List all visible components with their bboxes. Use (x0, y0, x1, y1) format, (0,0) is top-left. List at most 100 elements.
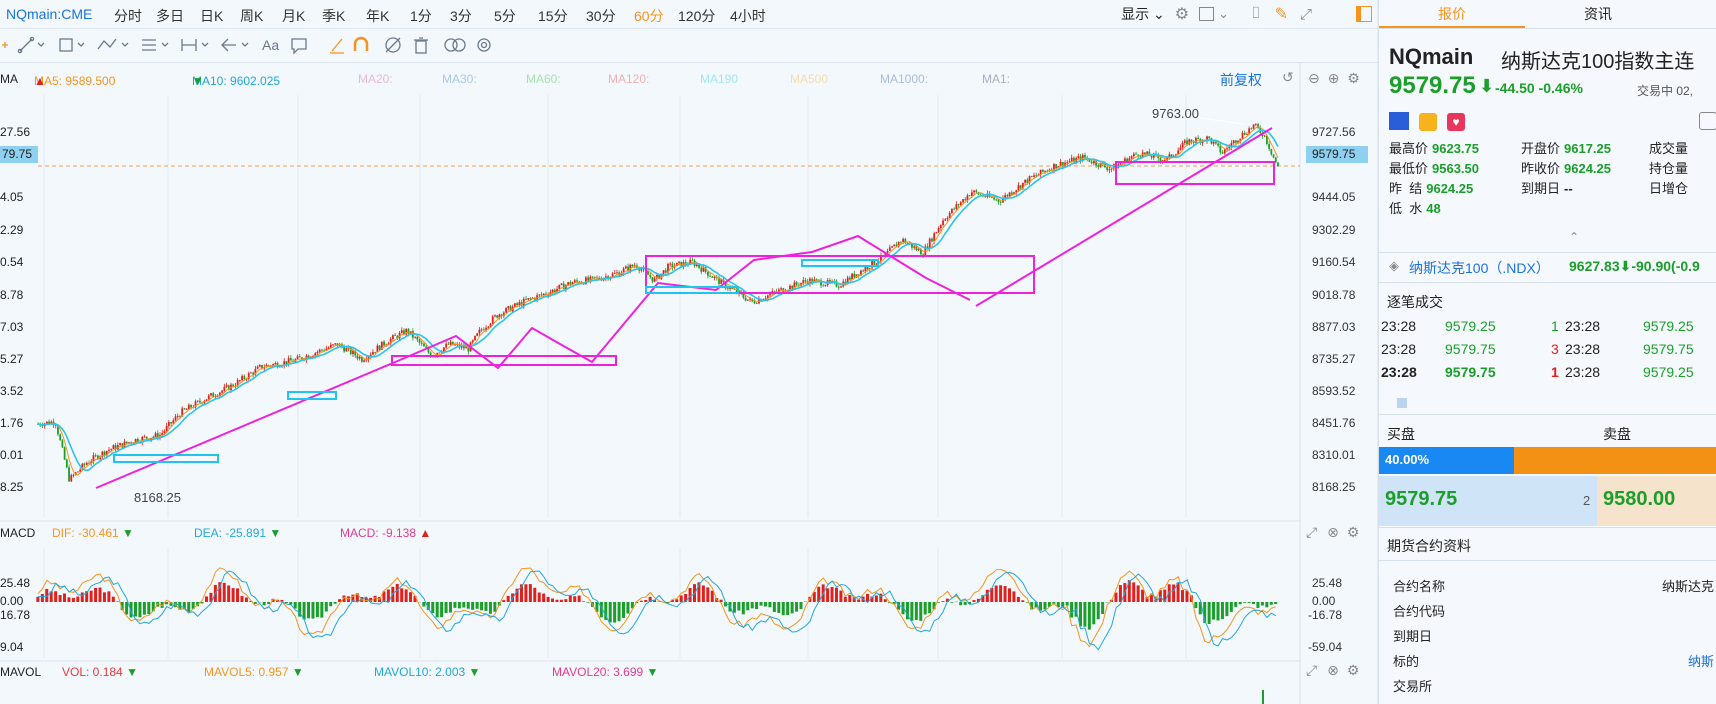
macd-bar (1203, 602, 1207, 623)
cursor-tool-icon[interactable] (2, 42, 8, 48)
axis-tick-label: 8735.27 (1312, 352, 1356, 366)
reset-icon[interactable]: ↺ (1282, 69, 1294, 85)
macd-bar (972, 600, 976, 602)
candle-body (258, 365, 261, 367)
chevron-down-icon[interactable]: ⌄ (1218, 6, 1229, 21)
period-tab[interactable]: 4小时 (730, 8, 766, 24)
period-tab[interactable]: 60分 (634, 8, 664, 24)
expand-icon[interactable]: ⤢ (1306, 524, 1318, 540)
macd-bar (732, 602, 736, 613)
tab-news[interactable]: 资讯 (1584, 6, 1612, 22)
symbol-label[interactable]: NQmain:CME (6, 6, 93, 22)
axis-tick-label: 8593.52 (1312, 384, 1356, 398)
macd-bar (750, 602, 754, 609)
pane-settings-icon[interactable]: ⚙ (1347, 70, 1360, 86)
magnet-icon[interactable] (353, 36, 369, 51)
layout-icon[interactable] (1199, 7, 1215, 21)
arrow-tool-icon[interactable] (221, 38, 249, 52)
settings-icon[interactable]: ⚙ (1174, 6, 1190, 23)
pencil-icon[interactable]: ✎ (1274, 6, 1288, 23)
candle-body (1081, 155, 1084, 161)
period-tab[interactable]: 季K (322, 8, 346, 24)
macd-bar (1243, 602, 1247, 603)
macd-bar (533, 587, 537, 602)
line-tool-icon[interactable] (17, 36, 45, 54)
macd-axis-tick-label: 0.00 (1312, 594, 1336, 608)
hide-icon[interactable] (385, 37, 401, 53)
period-tab[interactable]: 月K (282, 8, 306, 24)
candle-body (467, 346, 470, 352)
period-tab[interactable]: 分时 (114, 8, 142, 24)
brush-tool-icon[interactable] (330, 38, 344, 54)
adjust-dropdown[interactable]: 前复权 (1220, 72, 1262, 88)
candle-body (1241, 132, 1244, 139)
period-tab[interactable]: 年K (366, 8, 390, 24)
stat-key: 持仓量 (1649, 161, 1689, 176)
fullscreen-icon[interactable]: ⤢ (1299, 5, 1312, 23)
candle-body (489, 323, 492, 327)
consolidation-box (801, 259, 879, 267)
favorite-icon[interactable]: ♥ (1447, 113, 1465, 131)
alert-icon[interactable] (1699, 112, 1716, 130)
candle-body (698, 264, 700, 268)
candle-body (261, 365, 263, 369)
macd-bar (1012, 591, 1016, 602)
ma60-value: MA60: (526, 72, 561, 86)
close-pane-icon[interactable]: ⊗ (1327, 524, 1339, 540)
period-tab[interactable]: 15分 (538, 8, 568, 24)
candle-body (678, 261, 680, 263)
period-tab[interactable]: 多日 (156, 8, 184, 24)
candle-body (225, 385, 228, 387)
candle-body (753, 301, 756, 304)
vol-settings-icon[interactable]: ⚙ (1346, 662, 1360, 678)
macd-bar (546, 596, 550, 602)
channel-tool-icon[interactable] (142, 39, 169, 51)
period-tab[interactable]: 1分 (410, 8, 432, 24)
display-dropdown[interactable]: 显示 ⌄ (1121, 6, 1165, 22)
ask-box[interactable]: 9580.00 (1597, 476, 1716, 526)
wave-tool-icon[interactable] (97, 38, 129, 50)
candle-body (724, 282, 727, 289)
contract-value[interactable]: 纳斯 (1687, 654, 1714, 669)
candle-body (822, 285, 825, 287)
period-tab[interactable]: 周K (240, 8, 264, 24)
candle-body (658, 274, 661, 279)
period-tab[interactable]: 30分 (586, 8, 616, 24)
vol-close-icon[interactable]: ⊗ (1327, 662, 1339, 678)
period-tab[interactable]: 日K (200, 8, 224, 24)
candle-body (964, 199, 967, 201)
index-link[interactable]: 纳斯达克100（.NDX） (1409, 260, 1550, 276)
plus-icon[interactable]: ⊕ (1327, 70, 1340, 86)
candle-body (482, 329, 485, 331)
consolidation-box (113, 454, 219, 463)
candle-body (438, 352, 441, 354)
macd-bar (400, 588, 404, 602)
comment-tool-icon[interactable] (291, 38, 307, 55)
macd-bar (111, 596, 115, 602)
period-tab[interactable]: 120分 (678, 8, 716, 24)
vol-expand-icon[interactable]: ⤢ (1306, 662, 1318, 678)
candle-body (1206, 136, 1208, 142)
trash-icon[interactable] (414, 37, 428, 54)
gear-icon[interactable] (477, 38, 491, 52)
tab-quote[interactable]: 报价 (1379, 0, 1525, 28)
period-tab[interactable]: 3分 (450, 8, 472, 24)
candle-body (285, 361, 288, 365)
macd-bar (493, 602, 497, 612)
sidebar-toggle-icon[interactable] (1356, 6, 1372, 22)
candle-body (425, 346, 428, 349)
bid-box[interactable]: 9579.75 2 (1379, 476, 1597, 526)
camera-icon[interactable]: ⌷ (1250, 5, 1261, 22)
measure-tool-icon[interactable] (181, 39, 209, 51)
trade-volume: 3 (1551, 341, 1559, 357)
text-tool-icon[interactable]: Aa (262, 37, 279, 53)
rect-tool-icon[interactable] (59, 38, 85, 52)
link-icon[interactable] (444, 38, 466, 52)
minus-icon[interactable]: ⊖ (1308, 70, 1320, 86)
collapse-icon[interactable]: ⌃ (1569, 230, 1580, 244)
price-chart[interactable] (0, 0, 1378, 704)
period-tab[interactable]: 5分 (494, 8, 516, 24)
macd-settings-icon[interactable]: ⚙ (1346, 524, 1360, 540)
scroll-marker[interactable] (1397, 398, 1407, 408)
candle-body (376, 345, 379, 353)
